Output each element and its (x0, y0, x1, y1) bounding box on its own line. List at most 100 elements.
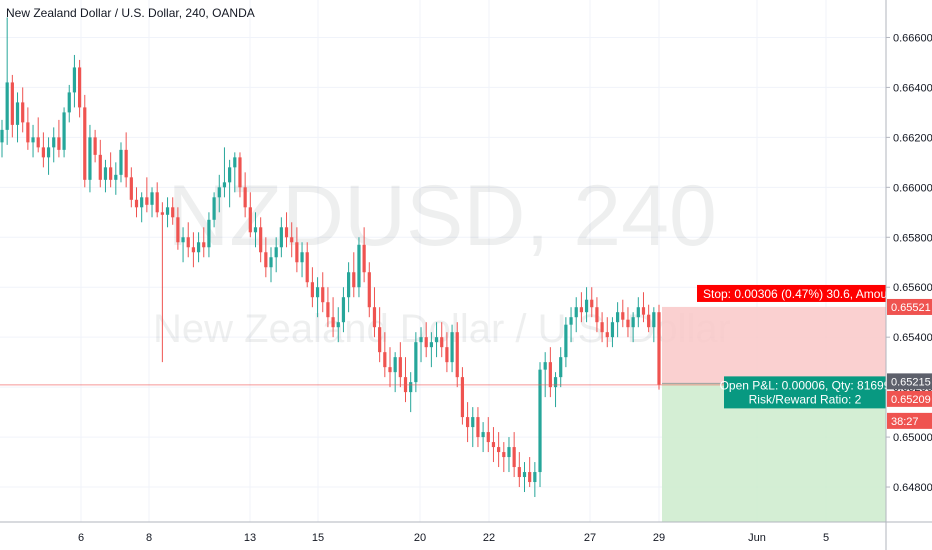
current-price-tag-text: 0.65209 (891, 394, 931, 406)
candle-body (559, 357, 563, 378)
candle (584, 287, 589, 323)
candle (616, 302, 620, 338)
candle-body (440, 337, 444, 348)
candle (88, 124, 92, 193)
stop-price-tag-text: 0.65521 (891, 302, 931, 314)
candle-body (409, 382, 413, 393)
candle (103, 159, 108, 193)
candle-body (83, 107, 87, 180)
candle-body (181, 237, 185, 243)
price-axis[interactable]: 0.66600 0.66400 0.66200 0.66000 0.65800 0.656… (885, 0, 932, 550)
candle-body (233, 157, 237, 168)
candle-body (434, 337, 439, 343)
candle (548, 347, 552, 398)
candle (222, 147, 227, 198)
candle (83, 94, 87, 188)
candle-body (248, 207, 252, 233)
pnl-label: Open P&L: 0.00006, Qty: 81699Risk/Reward… (720, 376, 891, 409)
x-tick-label: 6 (78, 532, 84, 544)
candle (631, 312, 635, 343)
candle-body (77, 67, 82, 108)
candle (424, 322, 428, 358)
candle (414, 332, 418, 393)
candle-body (331, 317, 335, 328)
candle (491, 427, 496, 463)
candle-body (98, 154, 102, 180)
candle (176, 207, 180, 250)
candle (77, 59, 82, 118)
candle (253, 212, 258, 248)
candle (409, 372, 413, 413)
candle-body (305, 252, 309, 283)
candle-body (62, 112, 66, 150)
candle (641, 292, 646, 323)
stop-price-tag: 0.65521 (887, 298, 932, 315)
candle (212, 192, 216, 228)
y-tick-label: 0.66000 (893, 182, 932, 194)
candle (31, 124, 35, 158)
x-tick-label: 8 (146, 532, 152, 544)
candle (621, 299, 625, 328)
candle-body (522, 472, 527, 478)
candle-body (41, 147, 45, 158)
candle-body (450, 332, 454, 363)
candles[interactable] (0, 17, 661, 498)
candle-body (321, 287, 325, 303)
candle-body (372, 307, 377, 328)
candle-body (103, 167, 108, 180)
candle-body (264, 252, 268, 268)
candle-body (398, 357, 402, 378)
candle-body (543, 362, 547, 370)
candle (440, 322, 444, 358)
candle-body (26, 122, 30, 143)
candle (171, 197, 175, 225)
candle (657, 304, 661, 390)
candle-body (465, 417, 470, 428)
candle-body (584, 299, 589, 313)
candle (300, 242, 304, 278)
candle (165, 197, 170, 228)
candle (553, 372, 558, 408)
candle-body (274, 247, 278, 258)
candle-body (5, 82, 9, 130)
candle (429, 332, 433, 368)
candle (290, 222, 294, 258)
candle (455, 322, 459, 388)
candle (93, 129, 97, 163)
pnl-label-text: Open P&L: 0.00006, Qty: 81699 (720, 378, 891, 392)
candle-body (176, 217, 180, 243)
candle-body (471, 417, 475, 428)
y-tick-label: 0.66600 (893, 32, 932, 44)
countdown-tag-text: 38:27 (891, 416, 919, 428)
candle (357, 237, 361, 298)
candle-body (10, 82, 14, 125)
candle (196, 232, 201, 263)
candle (388, 347, 392, 388)
candle-body (150, 192, 154, 205)
candle-body (605, 332, 609, 338)
candle-body (429, 342, 433, 348)
x-tick-label: 20 (414, 532, 426, 544)
candle (114, 162, 118, 195)
candle (124, 132, 128, 188)
candle-body (326, 302, 330, 318)
candle-body (548, 362, 552, 388)
candle (538, 362, 542, 488)
candle-body (517, 467, 521, 478)
candle (341, 287, 346, 333)
candle (160, 202, 164, 363)
candle-body (253, 227, 258, 233)
candle-body (564, 324, 568, 358)
candle-body (621, 312, 625, 320)
candle (460, 367, 465, 425)
candle (140, 192, 144, 223)
candle-body (528, 472, 532, 483)
time-axis[interactable]: 6 8 13 15 20 22 27 29 Jun 5 (0, 521, 932, 544)
candle-body (533, 472, 537, 483)
candle-body (279, 227, 283, 248)
candle (481, 422, 485, 453)
candle (269, 247, 273, 283)
candle (119, 142, 123, 183)
